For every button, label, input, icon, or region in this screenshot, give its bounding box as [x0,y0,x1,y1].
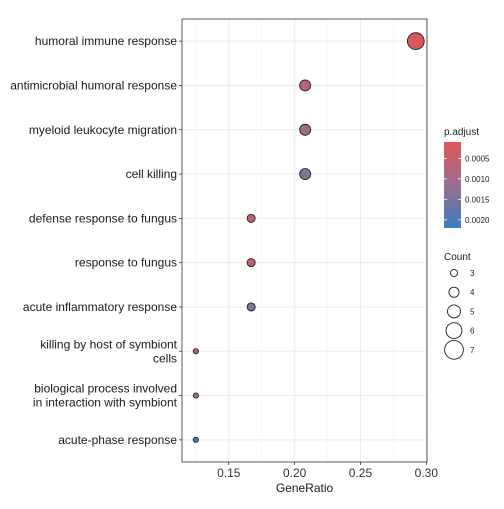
x-tick-label: 0.15 [217,466,241,480]
y-tick-label: biological process involved [34,382,177,396]
y-tick-label: killing by host of symbiont [40,337,177,351]
color-legend-label: 0.0020 [465,216,490,225]
y-tick-label: acute-phase response [58,433,177,447]
data-point [246,302,256,312]
size-legend-circle [444,339,464,360]
color-legend-bar [444,142,461,228]
y-axis: humoral immune response antimicrobial hum… [10,34,182,447]
size-legend-items: 3 4 5 6 7 [444,268,475,360]
data-point [299,123,312,136]
y-tick-label: acute inflammatory response [23,300,177,314]
color-legend-title: p.adjust [444,127,479,138]
y-tick-label: antimicrobial humoral response [10,78,177,92]
data-point [299,79,312,92]
size-legend-circle [447,304,461,319]
grid-lines [182,19,427,462]
data-points [192,32,425,443]
size-legend-label: 4 [470,288,475,297]
size-legend-circle [445,322,463,339]
size-legend-label: 3 [470,269,475,278]
color-legend-label: 0.0005 [465,154,490,163]
x-tick-label: 0.30 [415,466,439,480]
y-tick-label: response to fungus [75,256,177,270]
y-tick-label: humoral immune response [35,34,177,48]
size-legend-title: Count [444,252,471,263]
size-legend: Count 3 4 5 6 7 [444,252,475,360]
size-legend-circle [448,286,460,298]
data-point [192,392,199,399]
x-axis-title: GeneRatio [276,481,334,495]
data-point [406,32,425,50]
x-axis: 0.15 0.20 0.25 0.30 [217,462,438,480]
size-legend-label: 7 [470,346,475,355]
y-tick-label: myeloid leukocyte migration [29,123,177,137]
y-tick-label: cells [153,351,177,365]
plot-panel-border [181,18,428,463]
data-point [192,348,199,355]
size-legend-label: 6 [470,327,475,336]
color-legend-label: 0.0015 [465,195,490,204]
size-legend-circle [449,268,459,278]
x-tick-label: 0.25 [349,466,373,480]
x-tick-label: 0.20 [283,466,307,480]
color-legend-ticks: 0.0005 0.0010 0.0015 0.0020 [444,154,490,225]
color-legend-label: 0.0010 [465,175,490,184]
y-tick-label: defense response to fungus [29,211,177,225]
data-point [299,168,312,181]
color-legend: p.adjust 0.0005 0.0010 0.0015 0.0020 [444,127,490,228]
y-tick-label: cell killing [126,167,177,181]
data-point [246,258,256,268]
data-point [192,436,199,443]
data-point [246,213,256,223]
size-legend-label: 5 [470,307,475,316]
y-tick-label: in interaction with symbiont [33,396,178,410]
